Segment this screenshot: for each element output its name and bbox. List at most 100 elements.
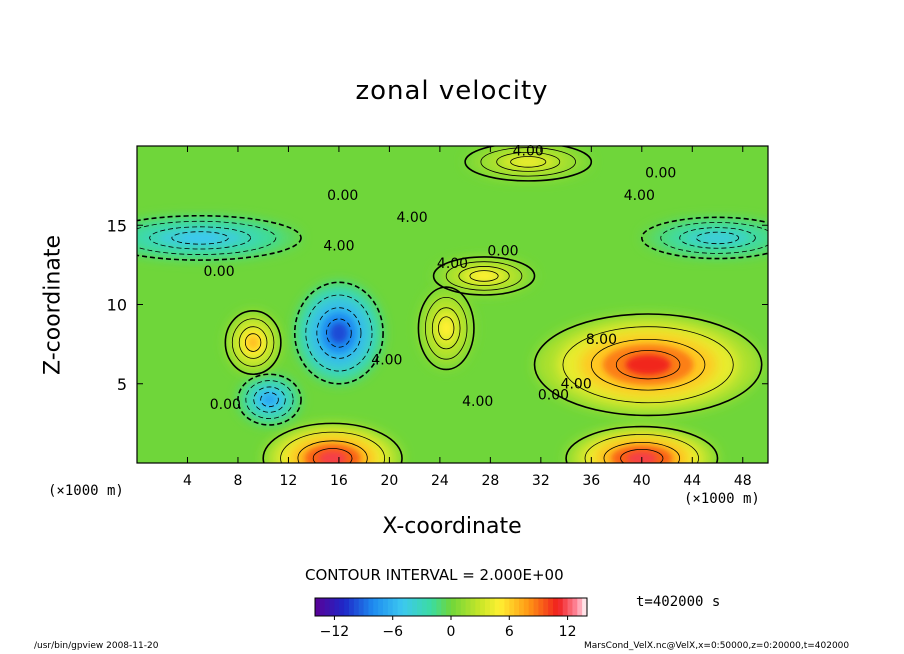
colorbar-swatch (553, 598, 559, 616)
field-blob-positive-cell-left (247, 336, 259, 349)
contour-label: 4.00 (437, 256, 468, 272)
contour-surface-max-left (297, 440, 368, 463)
colorbar-swatch (489, 598, 496, 616)
contour-label: 0.00 (487, 243, 518, 259)
colorbar-swatch (470, 598, 476, 616)
contour-positive-cell-mid (431, 307, 461, 350)
colorbar-swatch (494, 598, 501, 616)
y-tick-label: 5 (117, 375, 127, 394)
colorbar-tick-label: −6 (382, 624, 403, 640)
colorbar-swatch (392, 598, 399, 616)
contour-negative-cell-small (253, 386, 286, 413)
contour-upper-positive (464, 146, 593, 182)
colorbar-swatch (548, 598, 554, 616)
x-tick-label: 40 (633, 473, 651, 489)
colorbar-swatch (460, 598, 467, 616)
colorbar-swatch (562, 598, 569, 616)
colorbar-swatch (426, 598, 433, 616)
colorbar-swatch (383, 598, 389, 616)
contour-label: 4.00 (397, 210, 428, 226)
contour-surface-max-right (620, 448, 664, 463)
contour-negative-cell-small (237, 373, 302, 426)
x-tick-label: 44 (683, 473, 701, 489)
colorbar-tick-label: 0 (447, 624, 456, 640)
contour-label: 4.00 (371, 353, 402, 369)
colorbar-swatch (475, 598, 481, 616)
colorbar-swatch (417, 598, 423, 616)
contour-surface-max-left (262, 422, 403, 463)
contour-negative-cell (326, 318, 352, 348)
contour-label: 4.00 (624, 188, 655, 204)
x-tick-label: 48 (734, 473, 752, 489)
contour-mid-positive (445, 261, 523, 291)
colorbar-swatch (349, 598, 355, 616)
contour-negative-cell (316, 307, 362, 359)
contour-positive-cell-left (238, 326, 268, 359)
x-tick-label: 36 (582, 473, 600, 489)
contour-positive-cell-left (244, 333, 262, 352)
colorbar-swatch (557, 598, 564, 616)
x-tick-label: 12 (280, 473, 298, 489)
colorbar-tick-label: 6 (505, 624, 514, 640)
contour-jet-core (615, 350, 681, 380)
colorbar-swatch (329, 598, 335, 616)
colorbar-swatch (451, 598, 457, 616)
x-tick-label: 32 (532, 473, 550, 489)
contour-mid-positive (432, 256, 536, 296)
colorbar-swatch (387, 598, 394, 616)
y-tick-label: 10 (107, 296, 127, 315)
field-blob-negative-cell-small (263, 394, 276, 405)
colorbar-swatch (412, 598, 418, 616)
y-tick-label: 15 (107, 216, 127, 235)
colorbar-swatch (397, 598, 403, 616)
field-layer (137, 146, 768, 463)
contour-positive-cell-mid (424, 296, 468, 360)
x-unit-label-left: (×1000 m) (48, 483, 124, 499)
contour-upper-positive (480, 147, 576, 177)
field-blob-negative-band-right (702, 233, 733, 243)
colorbar-swatch (363, 598, 369, 616)
colorbar-swatch (334, 598, 340, 616)
chart-title: zonal velocity (355, 76, 549, 106)
colorbar-swatch (324, 598, 331, 616)
contour-negative-band-right (679, 227, 756, 249)
colorbar-swatch (485, 598, 491, 616)
contour-negative-cell (293, 281, 384, 385)
contour-positive-cell-mid (417, 286, 475, 371)
contour-negative-band-right (641, 216, 768, 260)
time-label: t=402000 s (636, 594, 721, 610)
contour-mid-positive (458, 266, 510, 286)
colorbar-swatch (358, 598, 365, 616)
colorbar-swatch (577, 598, 583, 616)
colorbar-swatch (538, 598, 544, 616)
colorbar-swatch (407, 598, 413, 616)
colorbar-swatch (533, 598, 539, 616)
colorbar-swatch (436, 598, 442, 616)
contour-surface-max-left (280, 431, 386, 463)
contour-negative-band (171, 231, 229, 245)
contour-surface-max-right (603, 441, 681, 463)
field-blob-upper-positive (515, 158, 541, 166)
contour-label: 4.00 (513, 144, 544, 160)
contour-upper-positive (510, 156, 547, 168)
colorbar-swatch (319, 598, 326, 616)
contour-positive-cell-mid (438, 316, 455, 341)
contour-label: 4.00 (462, 394, 493, 410)
contour-mid-positive (469, 270, 499, 282)
contour-surface-max-right (584, 434, 699, 463)
contour-negative-band (149, 226, 251, 250)
contour-jet-core (562, 326, 734, 404)
contour-negative-cell (305, 294, 373, 372)
colorbar-swatch (543, 598, 549, 616)
contour-negative-band (137, 214, 302, 261)
colorbar-swatch (441, 598, 447, 616)
colorbar-swatch (378, 598, 384, 616)
colorbar-swatch (572, 598, 578, 616)
colorbar-swatch (455, 598, 462, 616)
contour-interval-label: CONTOUR INTERVAL = 2.000E+00 (305, 566, 564, 584)
colorbar-swatch (567, 598, 573, 616)
contour-label: 0.00 (538, 388, 569, 404)
contour-label: 8.00 (586, 332, 617, 348)
colorbar-swatch (509, 598, 515, 616)
